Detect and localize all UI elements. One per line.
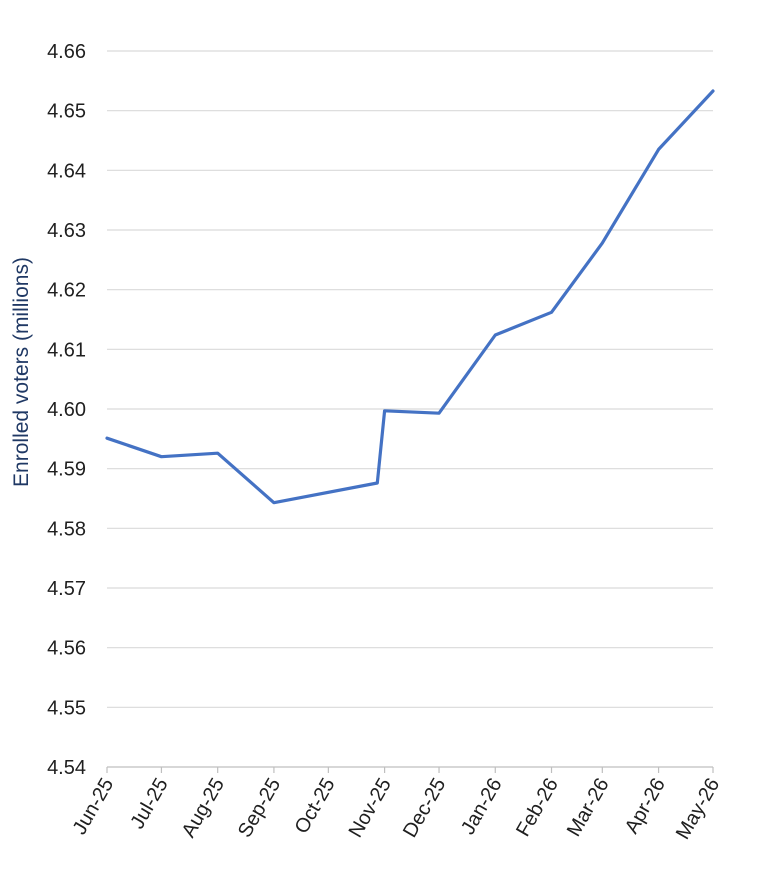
x-axis xyxy=(106,766,714,773)
x-tick-label: Jul-25 xyxy=(126,775,172,833)
y-tick-label: 4.60 xyxy=(47,399,86,421)
y-axis-tick-labels: 4.54 4.55 4.56 4.57 4.58 4.59 4.60 4.61 4.62 4.63… xyxy=(47,41,86,779)
gridlines xyxy=(107,50,713,708)
x-tick-label: May-26 xyxy=(672,775,724,844)
y-tick-label: 4.58 xyxy=(47,518,86,540)
series-layer xyxy=(105,89,715,505)
y-tick-label: 4.66 xyxy=(47,41,86,63)
x-tick-label: Dec-25 xyxy=(399,775,450,842)
y-tick-label: 4.59 xyxy=(47,459,86,481)
x-axis-tick-labels: Jun-25 Jul-25 Aug-25 Sep-25 Oct-25 Nov-25 Dec-… xyxy=(69,775,725,844)
y-tick-label: 4.54 xyxy=(47,757,86,779)
x-tick-label: Mar-26 xyxy=(563,775,614,841)
x-tick-label: Feb-26 xyxy=(512,775,563,841)
y-axis-title: Enrolled voters (millions) xyxy=(10,257,33,487)
y-tick-label: 4.62 xyxy=(47,280,86,302)
y-tick-label: 4.63 xyxy=(47,220,86,242)
y-tick-label: 4.64 xyxy=(47,160,86,182)
x-tick-label: Aug-25 xyxy=(178,775,229,842)
y-tick-label: 4.56 xyxy=(47,638,86,660)
x-tick-label: Nov-25 xyxy=(345,775,396,842)
x-tick-label: Oct-25 xyxy=(291,775,340,838)
x-tick-label: Apr-26 xyxy=(621,775,670,838)
series-line xyxy=(105,89,715,505)
y-tick-label: 4.57 xyxy=(47,578,86,600)
y-tick-label: 4.61 xyxy=(47,339,86,361)
x-tick-label: Sep-25 xyxy=(234,775,285,842)
y-tick-label: 4.55 xyxy=(47,697,86,719)
x-tick-label: Jan-26 xyxy=(457,775,507,839)
x-tick-label: Jun-25 xyxy=(69,775,119,839)
y-tick-label: 4.65 xyxy=(47,101,86,123)
